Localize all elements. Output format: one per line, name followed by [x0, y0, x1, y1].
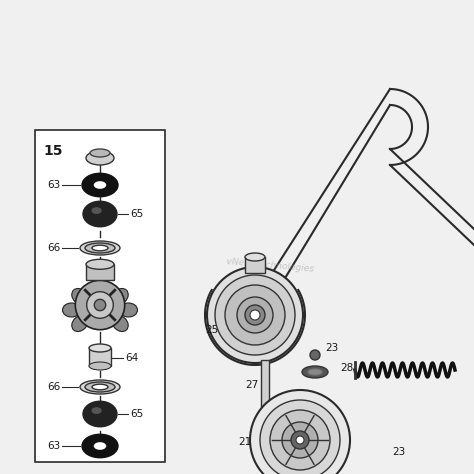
- Text: 66: 66: [47, 382, 60, 392]
- Ellipse shape: [91, 207, 102, 214]
- Bar: [261, 360, 269, 440]
- Ellipse shape: [93, 181, 107, 190]
- Circle shape: [237, 297, 273, 333]
- Circle shape: [291, 431, 309, 449]
- Bar: [35, 130, 165, 462]
- Circle shape: [207, 267, 303, 363]
- Text: 23: 23: [392, 447, 405, 457]
- Ellipse shape: [89, 344, 111, 352]
- Text: 15: 15: [43, 144, 63, 158]
- Ellipse shape: [92, 384, 108, 390]
- Ellipse shape: [112, 289, 128, 305]
- Text: 28: 28: [340, 363, 353, 373]
- Ellipse shape: [83, 201, 117, 227]
- Circle shape: [250, 310, 260, 320]
- Ellipse shape: [245, 253, 265, 261]
- Ellipse shape: [63, 303, 81, 317]
- Text: 25: 25: [205, 325, 218, 335]
- Text: 27: 27: [245, 380, 258, 390]
- Bar: [245, 257, 265, 273]
- Bar: [86, 264, 114, 280]
- Ellipse shape: [308, 369, 322, 375]
- Circle shape: [87, 292, 113, 319]
- Text: 66: 66: [47, 243, 60, 253]
- Ellipse shape: [92, 245, 108, 251]
- Circle shape: [225, 285, 285, 345]
- Text: 64: 64: [125, 353, 138, 363]
- Text: 65: 65: [130, 209, 143, 219]
- Text: 65: 65: [130, 409, 143, 419]
- Circle shape: [94, 299, 106, 310]
- Ellipse shape: [85, 243, 115, 253]
- Ellipse shape: [86, 259, 114, 269]
- Ellipse shape: [83, 401, 117, 427]
- Ellipse shape: [82, 173, 118, 197]
- Ellipse shape: [112, 315, 128, 331]
- Ellipse shape: [85, 382, 115, 392]
- Text: 63: 63: [47, 441, 60, 451]
- Ellipse shape: [90, 149, 110, 157]
- Circle shape: [245, 305, 265, 325]
- Circle shape: [75, 280, 125, 330]
- Ellipse shape: [72, 289, 88, 305]
- Circle shape: [310, 350, 320, 360]
- Circle shape: [260, 400, 340, 474]
- Text: 21: 21: [238, 437, 251, 447]
- Ellipse shape: [302, 366, 328, 378]
- Ellipse shape: [72, 315, 88, 331]
- Ellipse shape: [80, 380, 120, 394]
- Circle shape: [270, 410, 330, 470]
- Circle shape: [282, 422, 318, 458]
- Circle shape: [250, 390, 350, 474]
- Circle shape: [215, 275, 295, 355]
- Bar: [89, 348, 111, 366]
- Text: 23: 23: [325, 343, 338, 353]
- Ellipse shape: [82, 434, 118, 458]
- Ellipse shape: [93, 441, 107, 451]
- Text: vNext Technologies: vNext Technologies: [226, 257, 314, 273]
- Ellipse shape: [86, 151, 114, 165]
- Ellipse shape: [80, 241, 120, 255]
- Circle shape: [296, 436, 304, 444]
- Ellipse shape: [91, 407, 102, 414]
- Text: 63: 63: [47, 180, 60, 190]
- Ellipse shape: [89, 362, 111, 370]
- Ellipse shape: [119, 303, 137, 317]
